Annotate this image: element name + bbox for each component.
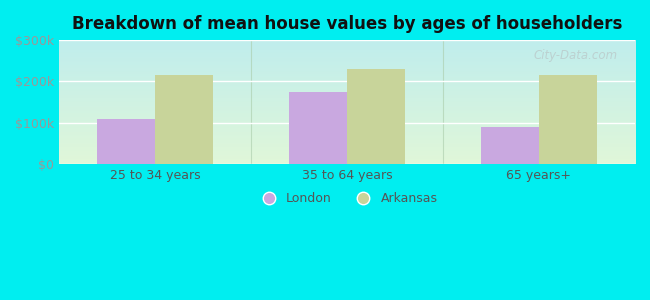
Legend: London, Arkansas: London, Arkansas bbox=[252, 187, 443, 210]
Bar bbox=[98, 119, 155, 164]
Bar bbox=[539, 75, 597, 164]
Title: Breakdown of mean house values by ages of householders: Breakdown of mean house values by ages o… bbox=[72, 15, 622, 33]
Bar bbox=[289, 92, 347, 164]
Bar bbox=[347, 69, 404, 164]
Bar bbox=[155, 75, 213, 164]
Text: City-Data.com: City-Data.com bbox=[534, 49, 618, 62]
Bar bbox=[482, 127, 539, 164]
